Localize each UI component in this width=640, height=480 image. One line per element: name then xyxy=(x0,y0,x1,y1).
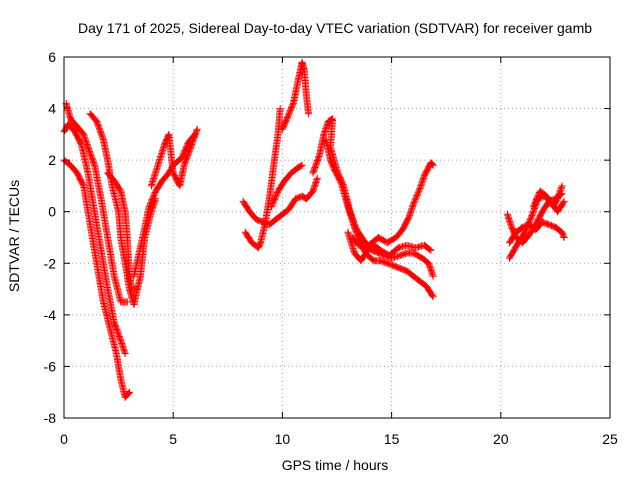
data-track-13 xyxy=(322,136,437,301)
marker-path xyxy=(348,159,437,252)
y-tick-label: -6 xyxy=(44,358,57,374)
marker-path xyxy=(147,125,201,190)
x-tick-label: 0 xyxy=(60,431,68,447)
x-tick-label: 15 xyxy=(384,431,400,447)
data-track-5 xyxy=(104,169,140,293)
marker-path xyxy=(104,169,140,293)
y-tick-label: 0 xyxy=(48,204,56,220)
x-tick-label: 25 xyxy=(602,431,618,447)
data-track-11 xyxy=(278,58,313,133)
chart-title: Day 171 of 2025, Sidereal Day-to-day VTE… xyxy=(78,20,592,36)
y-axis-label: SDTVAR / TECUs xyxy=(6,180,22,292)
data-track-14 xyxy=(348,159,437,252)
marker-path xyxy=(530,182,566,211)
y-tick-label: -8 xyxy=(44,410,57,426)
data-track-19 xyxy=(530,182,566,211)
data-track-15 xyxy=(344,228,435,265)
data-track-10 xyxy=(268,161,306,211)
marker-path xyxy=(268,161,306,211)
data-track-7 xyxy=(147,125,201,190)
marker-path xyxy=(241,105,284,252)
marker-path xyxy=(322,136,437,301)
marker-path xyxy=(278,58,313,133)
y-tick-label: 6 xyxy=(48,49,56,65)
marker-path xyxy=(130,130,199,280)
y-tick-label: 2 xyxy=(48,152,56,168)
x-axis-label: GPS time / hours xyxy=(282,457,389,473)
marker-path xyxy=(239,174,321,229)
data-track-3 xyxy=(62,99,131,306)
x-tick-label: 10 xyxy=(275,431,291,447)
y-tick-label: -2 xyxy=(44,255,57,271)
x-tick-label: 20 xyxy=(493,431,509,447)
marker-path xyxy=(506,218,568,247)
plot-border xyxy=(63,56,611,419)
marker-path xyxy=(344,228,435,265)
data-track-18 xyxy=(506,218,568,247)
data-track-9 xyxy=(241,105,284,252)
data-points xyxy=(60,58,568,401)
data-track-8 xyxy=(239,174,321,229)
x-tick-label: 5 xyxy=(169,431,177,447)
data-track-6 xyxy=(130,130,199,280)
marker-path xyxy=(62,99,131,306)
y-tick-label: 4 xyxy=(48,101,56,117)
y-tick-label: -4 xyxy=(44,307,57,323)
